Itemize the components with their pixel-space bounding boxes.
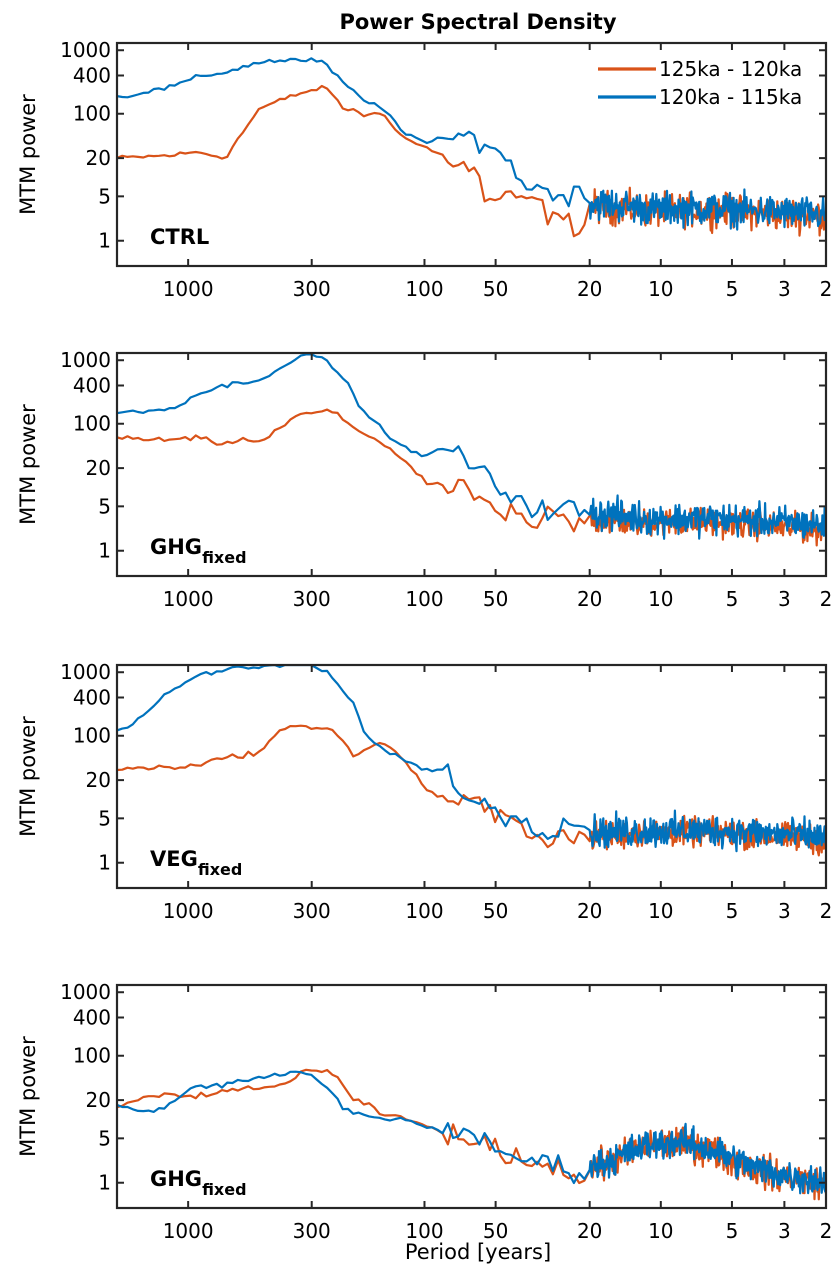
plot-frame [115, 983, 828, 1210]
x-tick-label: 50 [483, 587, 508, 611]
x-tick-label: 1000 [163, 899, 214, 923]
x-tick-label: 10 [648, 277, 673, 301]
y-tick-label: 100 [73, 412, 111, 436]
x-tick-label: 2 [820, 277, 833, 301]
y-tick-label: 20 [86, 768, 111, 792]
y-axis-label: MTM power [16, 1036, 40, 1157]
x-tick-label: 3 [778, 277, 791, 301]
series-line-2 [117, 1070, 826, 1195]
y-tick-label: 100 [73, 1044, 111, 1068]
series-line-2 [117, 353, 826, 540]
x-tick-label: 10 [648, 587, 673, 611]
x-tick-label: 50 [483, 1219, 508, 1243]
y-tick-label: 5 [98, 1126, 111, 1150]
y-tick-label: 20 [86, 1088, 111, 1112]
legend-entry: 125ka - 120ka [659, 57, 802, 81]
y-tick-label: 20 [86, 146, 111, 170]
x-tick-label: 20 [577, 1219, 602, 1243]
x-tick-label: 20 [577, 277, 602, 301]
y-tick-label: 1 [98, 539, 111, 563]
x-tick-label: 5 [726, 1219, 739, 1243]
x-tick-label: 2 [820, 899, 833, 923]
panel-label: CTRL [150, 225, 209, 249]
x-tick-label: 300 [293, 277, 331, 301]
y-axis-label: MTM power [16, 404, 40, 525]
y-tick-label: 1 [98, 851, 111, 875]
panel-label-subscript: fixed [202, 1180, 246, 1199]
x-tick-label: 50 [483, 277, 508, 301]
plot-frame [115, 41, 828, 268]
y-tick-label: 1 [98, 229, 111, 253]
x-tick-label: 10 [648, 1219, 673, 1243]
panel-label-subscript: fixed [198, 860, 242, 879]
legend: 125ka - 120ka 120ka - 115ka [598, 57, 802, 109]
x-tick-label: 1000 [163, 587, 214, 611]
y-tick-label: 20 [86, 456, 111, 480]
y-tick-label: 400 [73, 1006, 111, 1030]
x-tick-label: 3 [778, 587, 791, 611]
y-tick-label: 1000 [60, 348, 111, 372]
x-tick-label: 5 [726, 587, 739, 611]
panel-label-subscript: fixed [202, 548, 246, 567]
x-tick-label: 5 [726, 277, 739, 301]
panel-label: VEGfixed [150, 847, 242, 879]
y-tick-label: 100 [73, 724, 111, 748]
series-line-2 [117, 57, 826, 231]
plot-frame [115, 351, 828, 578]
x-tick-label: 20 [577, 587, 602, 611]
y-tick-label: 100 [73, 102, 111, 126]
y-axis-label: MTM power [16, 94, 40, 215]
series-line-1 [117, 84, 826, 238]
y-tick-label: 5 [98, 184, 111, 208]
x-tick-label: 1000 [163, 1219, 214, 1243]
legend-entry: 120ka - 115ka [659, 85, 802, 109]
x-tick-label: 3 [778, 1219, 791, 1243]
x-tick-label: 20 [577, 899, 602, 923]
x-tick-label: 3 [778, 899, 791, 923]
x-tick-label: 100 [405, 277, 443, 301]
plot-frame [115, 663, 828, 890]
y-tick-label: 400 [73, 64, 111, 88]
y-tick-label: 5 [98, 806, 111, 830]
x-tick-label: 1000 [163, 277, 214, 301]
panel-label: GHGfixed [150, 1167, 247, 1199]
y-axis-label: MTM power [16, 716, 40, 837]
x-tick-label: 100 [405, 1219, 443, 1243]
x-tick-label: 100 [405, 899, 443, 923]
x-tick-label: 10 [648, 899, 673, 923]
x-tick-label: 50 [483, 899, 508, 923]
y-tick-label: 1000 [60, 660, 111, 684]
panel-label: GHGfixed [150, 535, 247, 567]
y-tick-label: 1 [98, 1171, 111, 1195]
y-tick-label: 400 [73, 686, 111, 710]
x-tick-label: 300 [293, 1219, 331, 1243]
series-line-1 [117, 408, 826, 547]
chart-title: Power Spectral Density [339, 10, 616, 34]
x-tick-label: 2 [820, 587, 833, 611]
y-tick-label: 5 [98, 494, 111, 518]
series-line-2 [117, 665, 826, 853]
y-tick-label: 1000 [60, 38, 111, 62]
x-tick-label: 2 [820, 1219, 833, 1243]
x-tick-label: 100 [405, 587, 443, 611]
x-axis-label: Period [years] [405, 1240, 551, 1264]
x-tick-label: 5 [726, 899, 739, 923]
x-tick-label: 300 [293, 587, 331, 611]
y-tick-label: 400 [73, 374, 111, 398]
x-tick-label: 300 [293, 899, 331, 923]
y-tick-label: 1000 [60, 980, 111, 1004]
